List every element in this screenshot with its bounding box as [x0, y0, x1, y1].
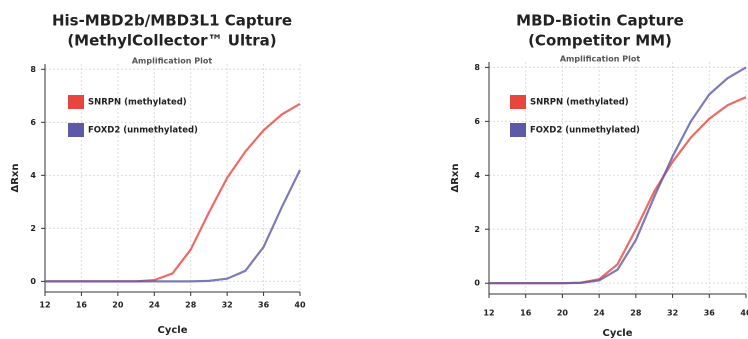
- x-tick-label: 12: [39, 301, 50, 310]
- x-tick-label: 32: [667, 309, 678, 318]
- x-tick-label: 40: [294, 301, 306, 310]
- x-tick-label: 40: [740, 309, 748, 318]
- x-tick-label: 32: [222, 301, 233, 310]
- y-tick-label: 6: [30, 118, 36, 127]
- legend-swatch: [68, 123, 84, 137]
- y-tick-label: 0: [30, 277, 36, 286]
- plot-subtitle: Amplification Plot: [560, 55, 640, 64]
- y-tick-label: 8: [474, 63, 480, 72]
- legend-label: SNRPN (methylated): [88, 98, 187, 108]
- legend-label: FOXD2 (unmethylated): [88, 126, 198, 136]
- plot-subtitle: Amplification Plot: [132, 57, 212, 66]
- legend-swatch: [68, 95, 84, 109]
- legend-swatch: [510, 95, 526, 109]
- series-line: [489, 66, 747, 285]
- y-tick-label: 6: [474, 117, 480, 126]
- chart-title: MBD-Biotin Capture: [516, 12, 684, 30]
- y-tick-label: 0: [474, 279, 480, 288]
- x-tick-label: 16: [520, 309, 532, 318]
- y-axis-label: ΔRxn: [10, 163, 21, 192]
- x-tick-label: 12: [483, 309, 494, 318]
- x-tick-label: 16: [76, 301, 88, 310]
- legend-swatch: [510, 123, 526, 137]
- x-tick-label: 20: [557, 309, 569, 318]
- x-tick-label: 24: [594, 309, 606, 318]
- y-axis-label: ΔRxn: [450, 163, 461, 192]
- x-tick-label: 28: [185, 301, 197, 310]
- x-tick-label: 36: [258, 301, 270, 310]
- x-tick-label: 36: [704, 309, 716, 318]
- x-tick-label: 28: [630, 309, 642, 318]
- chart-title: (MethylCollector™ Ultra): [67, 32, 276, 50]
- y-tick-label: 2: [30, 224, 36, 233]
- y-tick-label: 8: [30, 65, 36, 74]
- y-tick-label: 4: [474, 171, 480, 180]
- chart-title: His-MBD2b/MBD3L1 Capture: [52, 12, 292, 30]
- chart-title: (Competitor MM): [528, 32, 672, 50]
- x-axis-label: Cycle: [158, 325, 188, 336]
- x-axis-label: Cycle: [603, 328, 633, 339]
- legend-label: SNRPN (methylated): [530, 98, 629, 108]
- x-tick-label: 20: [112, 301, 124, 310]
- series-line: [45, 169, 301, 283]
- y-tick-label: 2: [474, 225, 480, 234]
- y-tick-label: 4: [30, 171, 36, 180]
- x-tick-label: 24: [149, 301, 161, 310]
- legend-label: FOXD2 (unmethylated): [530, 126, 640, 136]
